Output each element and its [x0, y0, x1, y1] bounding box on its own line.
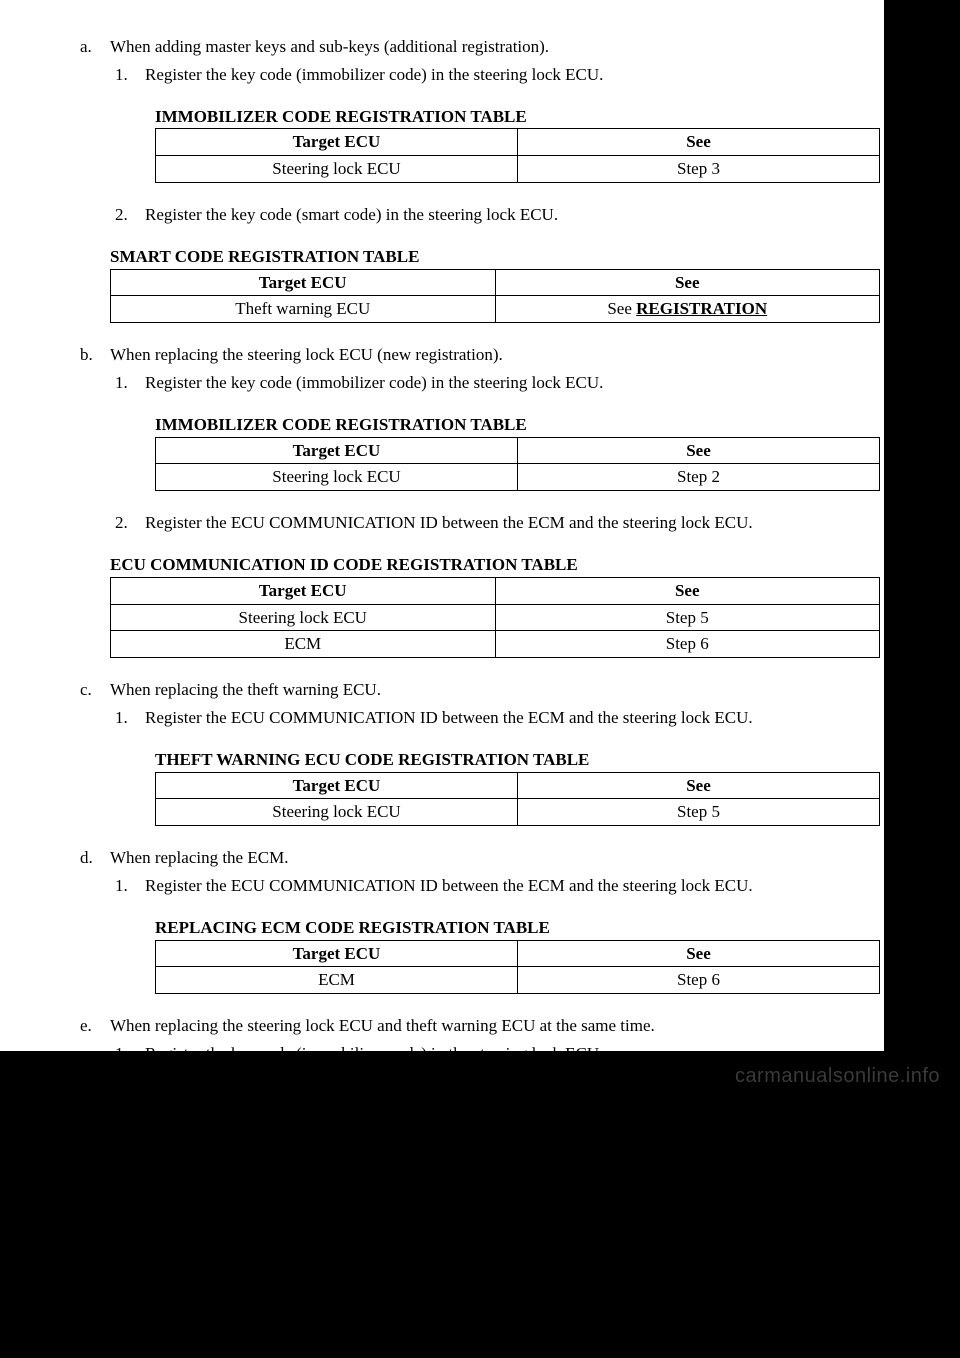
- table-cell: ECM: [111, 631, 496, 658]
- section-d-text: When replacing the ECM.: [110, 848, 288, 867]
- table-cell: Steering lock ECU: [156, 156, 518, 183]
- table-cell: See REGISTRATION: [495, 296, 880, 323]
- section-d: d.When replacing the ECM.: [80, 846, 864, 870]
- table-cell: Step 2: [518, 464, 880, 491]
- table-title-a2: SMART CODE REGISTRATION TABLE: [110, 245, 864, 269]
- section-c-item1-marker: 1.: [115, 706, 145, 730]
- section-b-marker: b.: [80, 343, 110, 367]
- table-title-c1: THEFT WARNING ECU CODE REGISTRATION TABL…: [155, 748, 864, 772]
- section-a-item1-text: Register the key code (immobilizer code)…: [145, 65, 603, 84]
- section-a: a.When adding master keys and sub-keys (…: [80, 35, 864, 59]
- section-b-item1-text: Register the key code (immobilizer code)…: [145, 373, 603, 392]
- section-a-marker: a.: [80, 35, 110, 59]
- table-header-row: Target ECU See: [156, 437, 880, 464]
- table-row: ECM Step 6: [156, 967, 880, 994]
- section-e: e.When replacing the steering lock ECU a…: [80, 1014, 864, 1038]
- section-a-item2-marker: 2.: [115, 203, 145, 227]
- section-b-item1: 1.Register the key code (immobilizer cod…: [115, 371, 864, 395]
- table-header-row: Target ECU See: [111, 269, 880, 296]
- table-cell: Steering lock ECU: [111, 604, 496, 631]
- table-row: Steering lock ECU Step 5: [156, 799, 880, 826]
- document-page: a.When adding master keys and sub-keys (…: [0, 0, 884, 1051]
- section-c: c.When replacing the theft warning ECU.: [80, 678, 864, 702]
- table-header-col2: See: [518, 129, 880, 156]
- table-d1: Target ECU See ECM Step 6: [155, 940, 880, 995]
- watermark: carmanualsonline.info: [735, 1065, 940, 1088]
- section-d-item1-marker: 1.: [115, 874, 145, 898]
- table-header-row: Target ECU See: [156, 772, 880, 799]
- section-c-item1-text: Register the ECU COMMUNICATION ID betwee…: [145, 708, 753, 727]
- section-d-item1: 1.Register the ECU COMMUNICATION ID betw…: [115, 874, 864, 898]
- table-title-d1: REPLACING ECM CODE REGISTRATION TABLE: [155, 916, 864, 940]
- section-a-item1: 1.Register the key code (immobilizer cod…: [115, 63, 864, 87]
- table-cell: Step 5: [518, 799, 880, 826]
- section-a-item2: 2.Register the key code (smart code) in …: [115, 203, 864, 227]
- cell-prefix: See: [607, 299, 636, 318]
- section-b-item2-text: Register the ECU COMMUNICATION ID betwee…: [145, 513, 753, 532]
- table-header-row: Target ECU See: [156, 940, 880, 967]
- table-header-col1: Target ECU: [156, 437, 518, 464]
- table-cell: Step 3: [518, 156, 880, 183]
- table-header-row: Target ECU See: [111, 577, 880, 604]
- table-header-col1: Target ECU: [111, 269, 496, 296]
- table-title-b1: IMMOBILIZER CODE REGISTRATION TABLE: [155, 413, 864, 437]
- table-header-col1: Target ECU: [156, 940, 518, 967]
- section-b-text: When replacing the steering lock ECU (ne…: [110, 345, 503, 364]
- table-row: Steering lock ECU Step 5: [111, 604, 880, 631]
- table-row: ECM Step 6: [111, 631, 880, 658]
- section-a-item2-text: Register the key code (smart code) in th…: [145, 205, 558, 224]
- table-header-col2: See: [518, 940, 880, 967]
- table-cell: Steering lock ECU: [156, 799, 518, 826]
- section-c-item1: 1.Register the ECU COMMUNICATION ID betw…: [115, 706, 864, 730]
- section-e-text: When replacing the steering lock ECU and…: [110, 1016, 655, 1035]
- table-header-col2: See: [495, 577, 880, 604]
- table-cell: Theft warning ECU: [111, 296, 496, 323]
- section-e-item1-text: Register the key code (immobilizer code)…: [145, 1044, 603, 1063]
- table-title-b2: ECU COMMUNICATION ID CODE REGISTRATION T…: [110, 553, 864, 577]
- section-a-item1-marker: 1.: [115, 63, 145, 87]
- section-e-item1-marker: 1.: [115, 1042, 145, 1066]
- section-b: b.When replacing the steering lock ECU (…: [80, 343, 864, 367]
- table-header-col2: See: [518, 772, 880, 799]
- table-row: Theft warning ECU See REGISTRATION: [111, 296, 880, 323]
- table-header-col1: Target ECU: [156, 772, 518, 799]
- table-header-col1: Target ECU: [111, 577, 496, 604]
- section-c-marker: c.: [80, 678, 110, 702]
- section-e-item1: 1.Register the key code (immobilizer cod…: [115, 1042, 864, 1066]
- section-a-text: When adding master keys and sub-keys (ad…: [110, 37, 549, 56]
- table-cell: ECM: [156, 967, 518, 994]
- table-b2: Target ECU See Steering lock ECU Step 5 …: [110, 577, 880, 658]
- table-cell: Step 6: [495, 631, 880, 658]
- table-a2: Target ECU See Theft warning ECU See REG…: [110, 269, 880, 324]
- table-row: Steering lock ECU Step 3: [156, 156, 880, 183]
- section-b-item2: 2.Register the ECU COMMUNICATION ID betw…: [115, 511, 864, 535]
- table-a1: Target ECU See Steering lock ECU Step 3: [155, 128, 880, 183]
- table-b1: Target ECU See Steering lock ECU Step 2: [155, 437, 880, 492]
- table-cell: Step 5: [495, 604, 880, 631]
- table-title-a1: IMMOBILIZER CODE REGISTRATION TABLE: [155, 105, 864, 129]
- section-c-text: When replacing the theft warning ECU.: [110, 680, 381, 699]
- table-row: Steering lock ECU Step 2: [156, 464, 880, 491]
- section-b-item2-marker: 2.: [115, 511, 145, 535]
- table-header-col2: See: [495, 269, 880, 296]
- table-header-col2: See: [518, 437, 880, 464]
- section-d-marker: d.: [80, 846, 110, 870]
- table-cell: Steering lock ECU: [156, 464, 518, 491]
- cell-link[interactable]: REGISTRATION: [636, 299, 767, 318]
- table-cell: Step 6: [518, 967, 880, 994]
- table-header-col1: Target ECU: [156, 129, 518, 156]
- table-c1: Target ECU See Steering lock ECU Step 5: [155, 772, 880, 827]
- table-header-row: Target ECU See: [156, 129, 880, 156]
- section-e-marker: e.: [80, 1014, 110, 1038]
- section-b-item1-marker: 1.: [115, 371, 145, 395]
- section-d-item1-text: Register the ECU COMMUNICATION ID betwee…: [145, 876, 753, 895]
